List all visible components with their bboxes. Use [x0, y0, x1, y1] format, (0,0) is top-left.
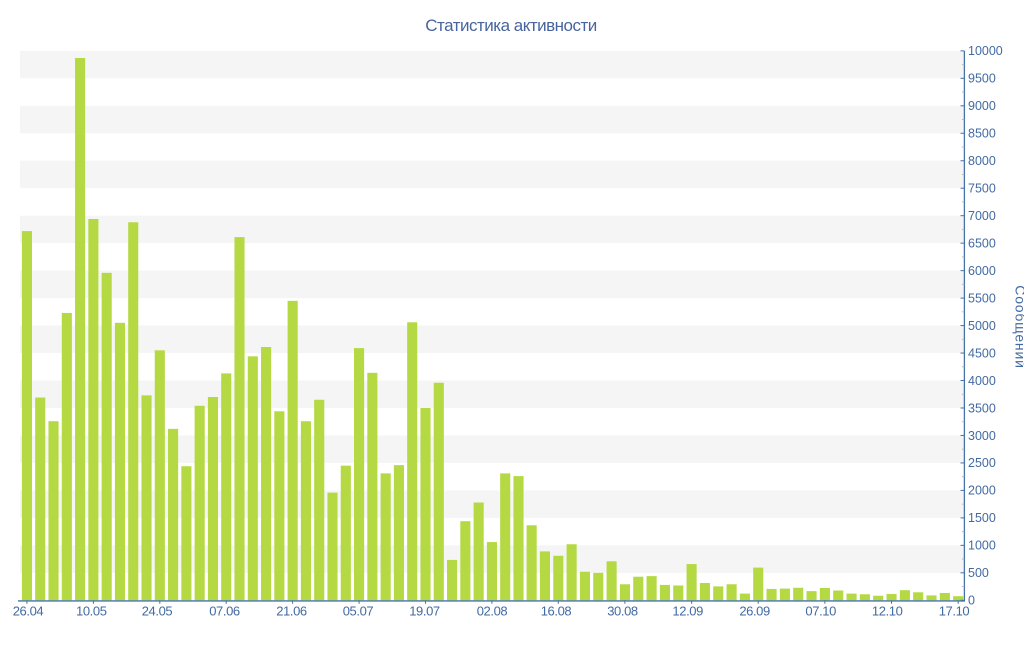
svg-text:7000: 7000 [968, 209, 996, 223]
svg-text:10.05: 10.05 [76, 604, 107, 619]
svg-text:2500: 2500 [968, 456, 996, 470]
svg-text:9500: 9500 [968, 72, 996, 86]
svg-text:16.08: 16.08 [541, 604, 572, 619]
svg-text:19.07: 19.07 [409, 604, 440, 619]
svg-text:3500: 3500 [968, 401, 996, 415]
svg-text:17.10: 17.10 [939, 604, 970, 619]
svg-text:07.06: 07.06 [209, 604, 240, 619]
svg-text:26.09: 26.09 [739, 604, 770, 619]
svg-text:8500: 8500 [968, 127, 996, 141]
svg-text:9000: 9000 [968, 99, 996, 113]
svg-text:02.08: 02.08 [477, 604, 508, 619]
svg-text:1500: 1500 [968, 511, 996, 525]
svg-text:2000: 2000 [968, 484, 996, 498]
svg-text:10000: 10000 [968, 44, 1003, 58]
svg-text:07.10: 07.10 [805, 604, 836, 619]
svg-text:8000: 8000 [968, 154, 996, 168]
svg-text:21.06: 21.06 [276, 604, 307, 619]
svg-text:500: 500 [968, 566, 989, 580]
svg-text:12.10: 12.10 [872, 604, 903, 619]
svg-text:7500: 7500 [968, 182, 996, 196]
svg-text:30.08: 30.08 [607, 604, 638, 619]
svg-text:Статистика активности: Статистика активности [425, 16, 597, 35]
svg-text:05.07: 05.07 [343, 604, 374, 619]
svg-text:4000: 4000 [968, 374, 996, 388]
svg-text:5000: 5000 [968, 319, 996, 333]
svg-text:4500: 4500 [968, 346, 996, 360]
svg-text:12.09: 12.09 [672, 604, 703, 619]
svg-text:24.05: 24.05 [142, 604, 173, 619]
svg-text:5500: 5500 [968, 291, 996, 305]
svg-text:6500: 6500 [968, 236, 996, 250]
svg-text:3000: 3000 [968, 429, 996, 443]
svg-text:6000: 6000 [968, 264, 996, 278]
svg-text:1000: 1000 [968, 539, 996, 553]
svg-text:26.04: 26.04 [13, 604, 44, 619]
svg-text:Сообщений: Сообщений [1013, 285, 1024, 368]
